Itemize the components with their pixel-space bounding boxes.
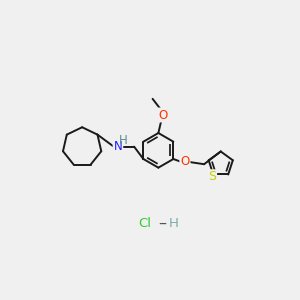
Text: Cl: Cl — [138, 217, 151, 230]
Text: H: H — [119, 134, 128, 147]
Text: –: – — [158, 216, 166, 231]
Text: N: N — [114, 140, 122, 153]
Text: H: H — [168, 217, 178, 230]
Text: S: S — [208, 170, 216, 183]
Text: O: O — [158, 109, 167, 122]
Text: O: O — [180, 155, 190, 168]
